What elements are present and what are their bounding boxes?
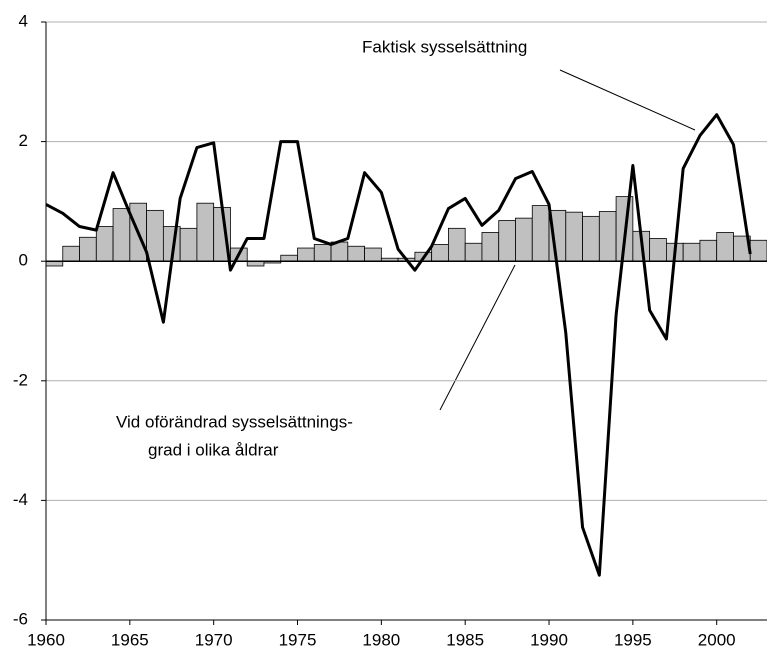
bar (297, 247, 315, 262)
x-tick-label: 1985 (446, 630, 484, 649)
bar (582, 215, 600, 262)
x-tick-label: 1995 (614, 630, 652, 649)
y-tick-label: 0 (19, 251, 28, 270)
y-tick-label: 2 (19, 131, 28, 150)
bar (347, 245, 365, 262)
bar (313, 244, 332, 262)
bar (431, 244, 449, 262)
bar (716, 232, 734, 262)
bar (364, 247, 382, 262)
bar (682, 242, 701, 262)
x-tick-label: 1990 (530, 630, 568, 649)
bar (749, 239, 767, 262)
bar (196, 202, 215, 262)
x-tick-label: 1975 (279, 630, 317, 649)
annotation: grad i olika åldrar (148, 440, 279, 459)
bar (112, 208, 131, 262)
bar (464, 242, 483, 262)
annotation: Faktisk sysselsättning (362, 37, 527, 56)
bar (515, 217, 533, 262)
bar (699, 239, 718, 262)
bar (62, 245, 80, 262)
bar (649, 238, 667, 262)
bar (498, 220, 516, 262)
x-tick-label: 1965 (111, 630, 149, 649)
y-tick-label: -4 (13, 490, 28, 509)
bar (598, 211, 617, 262)
bar (95, 226, 114, 262)
bar (280, 254, 298, 262)
line (45, 113, 752, 577)
bar (448, 227, 466, 262)
bar (146, 209, 164, 262)
bar (179, 227, 198, 262)
bar (531, 205, 550, 262)
x-tick-label: 2000 (698, 630, 736, 649)
bar (79, 236, 97, 262)
y-tick-label: -2 (13, 370, 28, 389)
bar (565, 211, 583, 262)
bar (481, 232, 500, 262)
annotation: Vid oförändrad sysselsättnings- (116, 412, 353, 431)
leader-line (439, 264, 516, 411)
x-tick-label: 1980 (362, 630, 400, 649)
leader-line (559, 69, 696, 131)
y-tick-label: -6 (13, 609, 28, 628)
y-tick-label: 4 (19, 11, 28, 30)
x-tick-label: 1960 (27, 630, 65, 649)
x-tick-label: 1970 (195, 630, 233, 649)
